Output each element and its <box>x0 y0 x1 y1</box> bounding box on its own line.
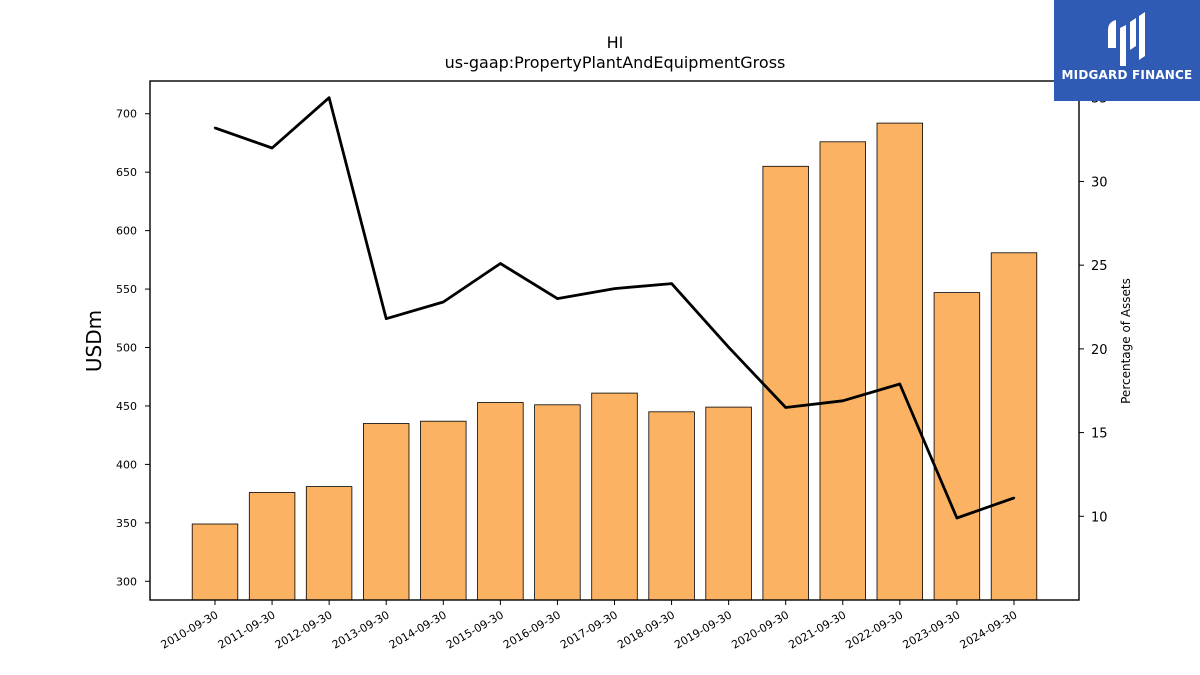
y2-tick-label: 20 <box>1091 343 1108 358</box>
bar-2024-09-30 <box>990 252 1038 601</box>
right-axis-ticks: 101520253035 <box>1079 92 1108 525</box>
bar-series <box>191 122 1038 601</box>
y-tick-label: 550 <box>116 283 137 296</box>
x-tick-label: 2021-09-30 <box>786 608 848 651</box>
line-point-2020-09-30 <box>784 406 787 409</box>
x-tick-label: 2016-09-30 <box>501 608 563 651</box>
x-tick-label: 2017-09-30 <box>558 608 620 651</box>
x-tick-label: 2014-09-30 <box>387 608 449 651</box>
y-axis-label: USDm <box>82 310 106 372</box>
x-tick-label: 2018-09-30 <box>615 608 677 651</box>
line-point-2013-09-30 <box>385 317 388 320</box>
x-tick-label: 2023-09-30 <box>901 608 963 651</box>
midgard-logo-icon <box>1108 12 1145 66</box>
y-tick-label: 650 <box>116 166 137 179</box>
bar-2020-09-30 <box>762 165 809 601</box>
line-point-2018-09-30 <box>670 282 673 285</box>
line-point-2019-09-30 <box>727 346 730 349</box>
y2-tick-label: 10 <box>1091 510 1108 525</box>
bar-2015-09-30 <box>477 402 524 601</box>
x-tick-label: 2022-09-30 <box>843 608 905 651</box>
y2-axis-label: Percentage of Assets <box>1119 278 1133 404</box>
bar-2017-09-30 <box>591 392 638 601</box>
chart-title: HI <box>607 33 624 52</box>
x-tick-label: 2024-09-30 <box>958 608 1020 651</box>
line-point-2017-09-30 <box>613 287 616 290</box>
x-tick-label: 2020-09-30 <box>729 608 791 651</box>
x-tick-label: 2015-09-30 <box>444 608 506 651</box>
y-tick-label: 500 <box>116 342 137 355</box>
line-point-2021-09-30 <box>841 399 844 402</box>
bar-2019-09-30 <box>705 406 752 601</box>
bar-2012-09-30 <box>305 486 353 601</box>
bar-2018-09-30 <box>648 411 695 601</box>
y-tick-label: 350 <box>116 517 137 530</box>
line-point-2010-09-30 <box>213 126 217 130</box>
bar-2016-09-30 <box>534 404 581 601</box>
line-point-2011-09-30 <box>270 146 274 150</box>
line-series <box>213 96 1016 520</box>
brand-logo: MIDGARD FINANCE <box>1054 0 1200 101</box>
logo-text: MIDGARD FINANCE <box>1061 68 1193 82</box>
y2-tick-label: 15 <box>1091 427 1108 442</box>
line-point-2024-09-30 <box>1012 496 1016 500</box>
y2-tick-label: 30 <box>1091 175 1108 190</box>
y-tick-label: 400 <box>116 458 137 471</box>
bar-2013-09-30 <box>362 423 410 601</box>
line-point-2023-09-30 <box>955 516 959 520</box>
bar-2010-09-30 <box>191 523 239 601</box>
y-tick-label: 600 <box>116 225 137 238</box>
x-tick-label: 2010-09-30 <box>159 608 221 651</box>
line-point-2022-09-30 <box>898 382 901 386</box>
chart-subtitle: us-gaap:PropertyPlantAndEquipmentGross <box>445 53 786 72</box>
bar-2011-09-30 <box>248 492 296 601</box>
line-point-2012-09-30 <box>327 96 331 99</box>
x-tick-label: 2013-09-30 <box>330 608 392 651</box>
bar-2021-09-30 <box>819 141 866 601</box>
y-tick-label: 700 <box>116 108 137 121</box>
line-point-2016-09-30 <box>556 297 559 300</box>
x-tick-label: 2012-09-30 <box>273 608 335 651</box>
x-tick-label: 2019-09-30 <box>672 608 734 651</box>
y-tick-label: 300 <box>116 575 137 588</box>
y2-tick-label: 25 <box>1091 259 1108 274</box>
line-point-2014-09-30 <box>442 300 445 304</box>
bar-2022-09-30 <box>876 122 923 601</box>
line-point-2015-09-30 <box>499 262 502 265</box>
x-axis-ticks: 2010-09-302011-09-302012-09-302013-09-30… <box>159 600 1020 652</box>
left-axis-ticks: 300 350 400 450 500 550 600 650 700 <box>116 108 150 588</box>
bar-2014-09-30 <box>420 420 467 601</box>
x-tick-label: 2011-09-30 <box>216 608 278 651</box>
bar-2023-09-30 <box>933 292 981 601</box>
y-tick-label: 450 <box>116 400 137 413</box>
